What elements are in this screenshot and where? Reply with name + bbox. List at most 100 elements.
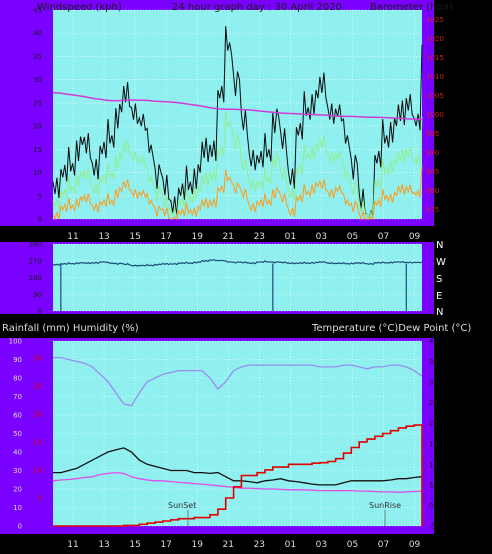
x-tick-bottom-13: 13 [98,540,109,550]
x-axis-strip-1 [0,226,434,242]
series-wind-direction [52,258,423,267]
temp-tick-30: 30 [429,379,438,387]
wind-tick-35: 35 [33,53,42,61]
x-tick-bottom-09: 09 [409,540,421,550]
temp-tick-0: 0 [429,502,433,510]
rain-tick-30: 30 [33,354,42,362]
compass-w: W [436,257,446,268]
rain-tick-20: 20 [33,410,42,418]
rain-tick-25: 25 [33,382,42,390]
baro-tick-1000: 1000 [426,111,444,119]
baro-tick-985: 985 [426,168,439,176]
series-rainfall [53,424,423,527]
x-tick-top-21: 21 [223,232,234,242]
hum-tick-20: 20 [13,486,22,494]
x-axis-strip-3 [0,534,434,554]
compass-s: S [436,274,442,285]
dir-tick-0: 0 [38,308,42,316]
x-tick-top-09: 09 [409,232,421,242]
series-humidity [53,356,423,407]
series-dew-point [52,471,423,493]
panel2-grid [53,243,422,312]
compass-n-bottom: N [436,307,443,318]
x-tick-top-03: 03 [316,232,327,242]
windspeed-label: Windspeed (kph) [37,2,122,13]
baro-tick-1010: 1010 [426,73,444,81]
baro-tick-990: 990 [426,149,439,157]
hum-tick-100: 100 [9,338,22,346]
dir-tick-270: 270 [29,257,42,265]
temp-tick-20: 20 [429,420,438,428]
baro-tick-1015: 1015 [426,54,444,62]
barometer-label: Barometer (hpa) [370,2,453,13]
compass-n-top: N [436,240,443,251]
x-tick-bottom-17: 17 [160,540,171,550]
x-tick-bottom-15: 15 [129,540,140,550]
temp-tick-15: 15 [429,440,438,448]
hum-tick-40: 40 [13,449,22,457]
x-tick-top-01: 01 [285,232,296,242]
x-tick-bottom-21: 21 [223,540,234,550]
axis-ticks: 1111131315151717191921212323010103030505… [9,7,444,551]
x-tick-top-13: 13 [98,232,109,242]
dir-tick-360: 360 [29,241,42,249]
hum-tick-30: 30 [13,467,22,475]
panel3-series [52,356,423,527]
x-tick-bottom-03: 03 [316,540,327,550]
series-wind-average [52,112,423,221]
graph-title: 24 hour graph day : 30 April 2020 [172,2,342,13]
x-tick-bottom-19: 19 [191,540,203,550]
wind-tick-20: 20 [33,123,42,131]
baro-tick-1020: 1020 [426,35,444,43]
x-tick-bottom-23: 23 [254,540,265,550]
hum-tick-90: 90 [13,356,22,364]
x-tick-bottom-01: 01 [285,540,296,550]
panel3-plot [53,341,422,526]
rain-tick-10: 10 [33,466,42,474]
baro-tick-975: 975 [426,206,439,214]
rain-tick-5: 5 [38,494,42,502]
temp-tick-10: 10 [429,461,438,469]
panel1-series [52,26,423,221]
temp-tick-40: 40 [429,338,438,346]
wind-tick-30: 30 [33,76,42,84]
x-tick-top-19: 19 [191,232,203,242]
panel2-plot [53,244,422,311]
x-tick-top-07: 07 [378,232,389,242]
series-wind-gust [52,26,423,221]
wind-tick-25: 25 [33,99,42,107]
panel3-grid [53,340,422,527]
x-tick-top-23: 23 [254,232,265,242]
temp-dew-label: Temperature (°C)Dew Point (°C) [311,323,471,334]
x-tick-top-11: 11 [67,232,78,242]
baro-tick-980: 980 [426,187,439,195]
hum-tick-80: 80 [13,375,22,383]
series-barometer [52,91,423,121]
series-wind-minimum [52,165,423,221]
hum-tick-70: 70 [13,393,22,401]
baro-tick-1025: 1025 [426,16,444,24]
panel1-plot [53,10,422,219]
wind-tick-10: 10 [33,169,42,177]
x-tick-bottom-11: 11 [67,540,78,550]
dir-tick-90: 90 [33,291,42,299]
x-tick-bottom-07: 07 [378,540,389,550]
hum-tick-50: 50 [13,430,22,438]
wind-tick-40: 40 [33,30,42,38]
wind-tick-5: 5 [38,192,42,200]
sunset-label: SunSet [168,501,196,510]
baro-tick-995: 995 [426,130,439,138]
temp-tick-25: 25 [429,399,438,407]
sunrise-label: SunRise [369,501,401,510]
hum-tick-10: 10 [13,504,22,512]
temp-tick-35: 35 [429,358,438,366]
temp-tick--5: -5 [429,523,436,531]
dir-tick-180: 180 [29,274,42,282]
x-tick-top-17: 17 [160,232,171,242]
rain-tick-15: 15 [33,438,42,446]
x-tick-bottom-05: 05 [347,540,358,550]
wind-tick-45: 45 [33,7,42,15]
x-tick-top-15: 15 [129,232,140,242]
hum-tick-0: 0 [18,523,22,531]
